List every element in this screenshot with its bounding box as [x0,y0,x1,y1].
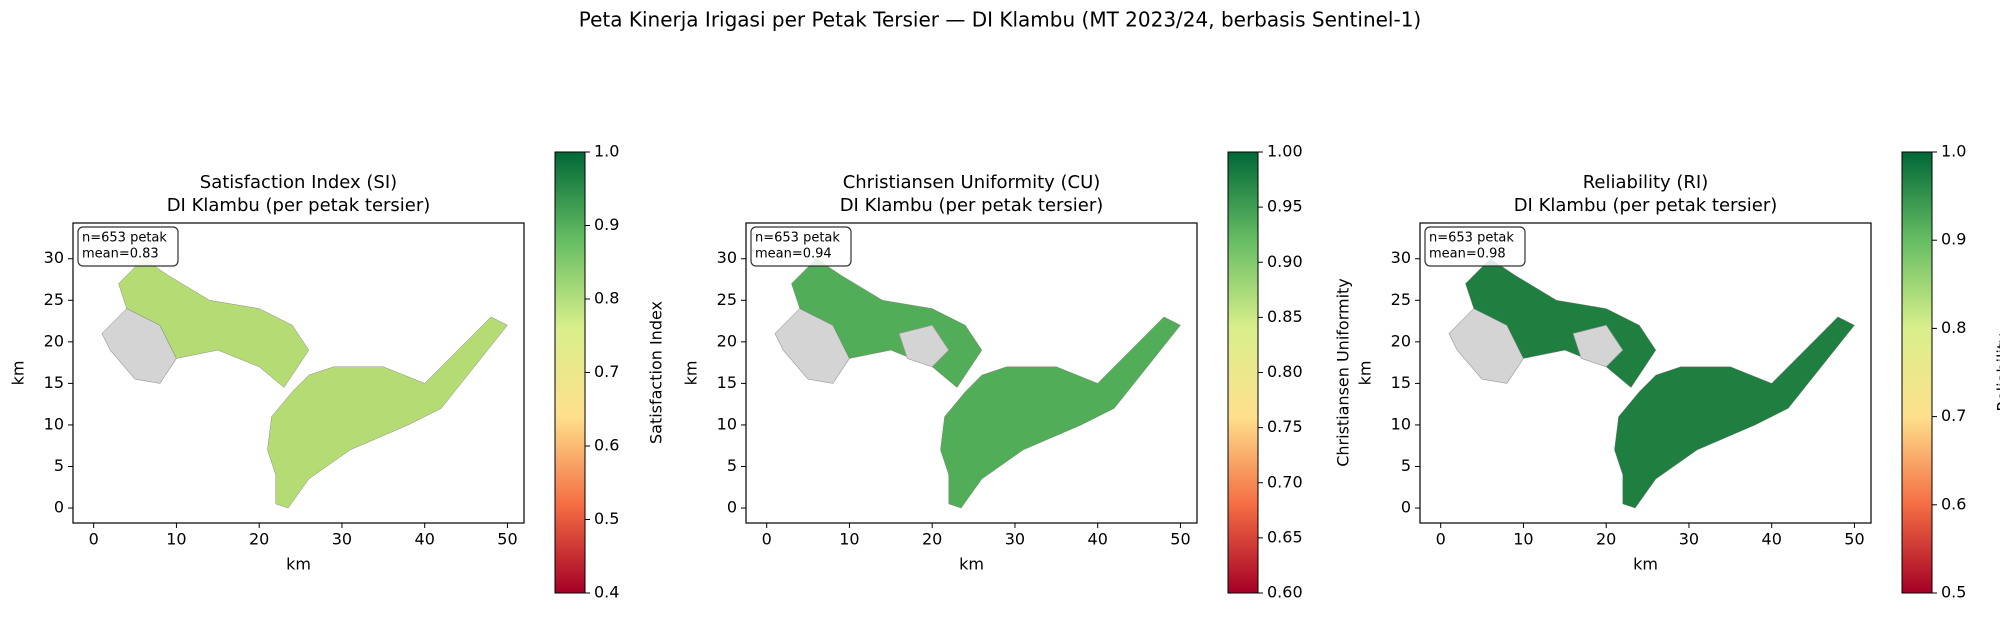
x-axis-label: km [1633,555,1658,574]
x-axis-label: km [959,555,984,574]
map-region [940,316,1181,509]
annotation: mean=0.83 [82,247,159,262]
colorbar-tick-label: 0.7 [1941,406,1966,425]
x-tick-label: 30 [1005,530,1025,549]
x-tick-label: 10 [1513,530,1533,549]
y-tick-label: 10 [44,414,64,433]
y-tick-label: 0 [1401,498,1411,517]
colorbar-tick-label: 0.95 [1267,197,1303,216]
colorbar-tick-label: 1.0 [1941,142,1966,161]
colorbar-tick-label: 0.8 [594,289,619,308]
colorbar-tick-label: 0.60 [1267,583,1303,602]
x-tick-label: 0 [762,530,772,549]
axes-frame [745,222,1198,524]
colorbar-tick-label: 0.90 [1267,252,1303,271]
colorbar-label: Christiansen Uniformity [1334,278,1353,467]
annotation: n=653 petak [1429,231,1514,246]
annotation-box [77,226,179,267]
x-tick-label: 40 [415,530,435,549]
y-tick-label: 5 [727,456,737,475]
y-axis-label: km [682,361,701,386]
colorbar-tick-label: 0.5 [1941,583,1966,602]
axes-frame [1419,222,1872,524]
y-tick-label: 25 [44,290,64,309]
x-tick-label: 40 [1762,530,1782,549]
y-tick-label: 10 [1391,414,1411,433]
annotation: n=653 petak [755,231,840,246]
y-tick-label: 0 [54,498,64,517]
panel-subtitle: DI Klambu (per petak tersier) [840,195,1104,216]
map-nodata [898,324,950,368]
colorbar-tick-label: 0.75 [1267,417,1303,436]
map-region [118,258,310,388]
colorbar [554,151,586,594]
colorbar-tick-label: 0.80 [1267,362,1303,381]
y-axis-label: km [1356,361,1375,386]
annotation: mean=0.94 [755,247,832,262]
colorbar-tick-label: 0.6 [594,436,619,455]
y-tick-label: 25 [1391,290,1411,309]
colorbar-tick-label: 1.00 [1267,142,1303,161]
colorbar-tick-label: 0.85 [1267,307,1303,326]
x-tick-label: 10 [166,530,186,549]
y-tick-label: 10 [717,414,737,433]
y-tick-label: 0 [727,498,737,517]
annotation-box [1424,226,1526,267]
y-tick-label: 15 [717,373,737,392]
x-tick-label: 0 [89,530,99,549]
annotation: mean=0.98 [1429,247,1506,262]
colorbar-tick-label: 0.8 [1941,318,1966,337]
map-region [267,316,508,509]
y-axis-label: km [9,361,28,386]
y-tick-label: 5 [1401,456,1411,475]
y-tick-label: 15 [1391,373,1411,392]
axes-frame [72,222,525,524]
colorbar-tick-label: 0.6 [1941,494,1966,513]
colorbar-label: Reliability [1994,333,2000,411]
colorbar-tick-label: 0.4 [594,583,619,602]
y-tick-label: 15 [44,373,64,392]
y-tick-label: 25 [717,290,737,309]
colorbar-tick-label: 0.5 [594,509,619,528]
map-nodata [1572,324,1624,368]
y-tick-label: 20 [1391,331,1411,350]
annotation: n=653 petak [82,231,167,246]
x-tick-label: 50 [497,530,517,549]
y-tick-label: 20 [44,331,64,350]
colorbar-tick-label: 0.65 [1267,527,1303,546]
x-tick-label: 20 [1596,530,1616,549]
colorbar-label: Satisfaction Index [647,301,666,444]
x-tick-label: 20 [922,530,942,549]
x-tick-label: 30 [332,530,352,549]
panel-subtitle: DI Klambu (per petak tersier) [167,195,431,216]
y-tick-label: 30 [44,248,64,267]
x-axis-label: km [286,555,311,574]
colorbar [1227,151,1259,594]
colorbar [1901,151,1933,594]
x-tick-label: 30 [1679,530,1699,549]
map-region [1614,316,1855,509]
colorbar-tick-label: 0.9 [594,215,619,234]
x-tick-label: 50 [1844,530,1864,549]
panel-title: Christiansen Uniformity (CU) [843,172,1101,193]
x-tick-label: 10 [839,530,859,549]
x-tick-label: 0 [1436,530,1446,549]
x-tick-label: 50 [1170,530,1190,549]
y-tick-label: 30 [717,248,737,267]
x-tick-label: 40 [1088,530,1108,549]
y-tick-label: 5 [54,456,64,475]
panel-title: Reliability (RI) [1583,172,1709,193]
annotation-box [750,226,852,267]
colorbar-tick-label: 1.0 [594,142,619,161]
y-tick-label: 30 [1391,248,1411,267]
colorbar-tick-label: 0.70 [1267,472,1303,491]
x-tick-label: 20 [249,530,269,549]
colorbar-tick-label: 0.9 [1941,230,1966,249]
panel-title: Satisfaction Index (SI) [200,172,397,193]
y-tick-label: 20 [717,331,737,350]
colorbar-tick-label: 0.7 [594,362,619,381]
panel-subtitle: DI Klambu (per petak tersier) [1514,195,1778,216]
figure-title: Peta Kinerja Irigasi per Petak Tersier —… [579,8,1421,32]
